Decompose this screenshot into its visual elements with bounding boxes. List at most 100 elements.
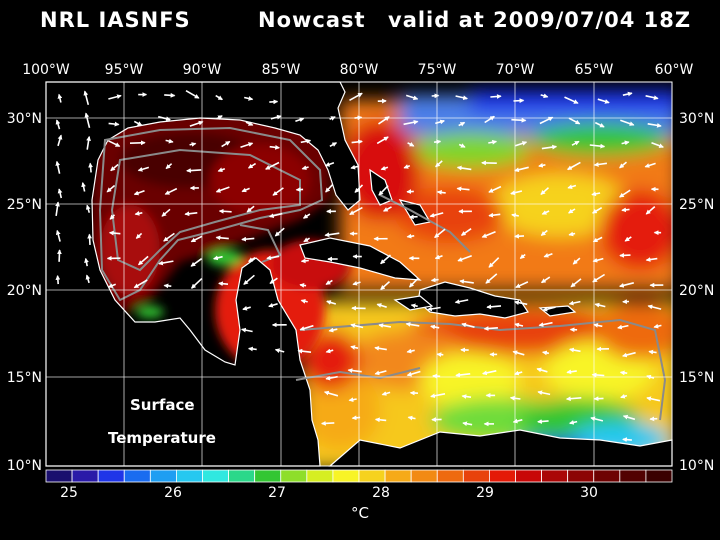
current-arrow xyxy=(647,304,662,310)
colorbar-swatch xyxy=(97,469,125,483)
current-arrow xyxy=(484,115,495,124)
current-arrow xyxy=(57,93,63,103)
current-arrow xyxy=(540,187,550,195)
colorbar-tick-label: 28 xyxy=(372,485,390,501)
current-arrow xyxy=(462,421,473,427)
current-arrow xyxy=(514,322,524,328)
lat-label-right: 15°N xyxy=(679,370,714,386)
current-arrow xyxy=(270,114,282,120)
current-arrow xyxy=(458,121,466,127)
current-arrow xyxy=(241,236,255,242)
current-arrow xyxy=(106,184,116,193)
lat-label-left: 25°N xyxy=(7,197,42,213)
current-arrow xyxy=(297,348,312,354)
current-arrow xyxy=(593,162,608,167)
current-arrow xyxy=(272,187,284,196)
lat-label-left: 10°N xyxy=(7,458,42,474)
colorbar-tick-label: 26 xyxy=(164,485,182,501)
current-arrow xyxy=(55,275,61,285)
current-arrow xyxy=(108,230,121,236)
colorbar-swatch xyxy=(593,469,621,483)
current-arrow xyxy=(57,188,63,199)
colorbar-swatch xyxy=(515,469,542,483)
current-arrow xyxy=(403,119,419,126)
current-arrow xyxy=(406,370,421,377)
current-arrow xyxy=(300,138,312,144)
current-arrow xyxy=(381,391,391,396)
current-arrow xyxy=(488,139,498,145)
current-arrow xyxy=(434,254,443,260)
current-arrow xyxy=(543,252,553,258)
current-arrow xyxy=(458,143,466,148)
current-arrow xyxy=(591,191,601,197)
colorbar-swatch xyxy=(71,469,99,483)
lon-label: 65°W xyxy=(575,62,614,78)
current-arrow xyxy=(133,189,145,196)
current-arrow xyxy=(620,393,628,399)
current-arrow xyxy=(644,162,656,168)
lat-label-right: 30°N xyxy=(679,111,714,127)
current-arrow xyxy=(268,302,278,308)
current-arrow xyxy=(429,212,444,218)
current-arrow xyxy=(427,306,441,312)
current-arrow xyxy=(646,396,661,402)
current-arrow xyxy=(617,324,629,330)
colorbar-swatch xyxy=(358,469,386,483)
current-arrow xyxy=(164,187,178,195)
colorbar-swatch xyxy=(123,469,151,483)
current-arrow xyxy=(55,229,61,242)
current-arrow xyxy=(274,348,285,353)
current-arrow xyxy=(351,139,363,145)
current-arrow xyxy=(165,138,174,144)
current-arrow xyxy=(481,231,496,238)
colorbar-swatch xyxy=(619,469,647,483)
current-arrow xyxy=(351,415,361,421)
current-arrow xyxy=(512,350,525,356)
lat-label-right: 10°N xyxy=(679,458,714,474)
current-arrow xyxy=(325,375,338,381)
colorbar-swatch xyxy=(489,469,516,483)
current-arrow xyxy=(376,136,389,145)
current-arrow xyxy=(653,323,662,329)
current-arrow xyxy=(406,348,415,354)
current-arrow xyxy=(514,233,525,239)
current-arrow xyxy=(569,420,578,425)
current-arrow xyxy=(485,273,498,284)
current-arrow xyxy=(622,91,633,97)
current-arrow xyxy=(380,165,389,171)
current-arrow xyxy=(349,92,363,101)
current-arrow xyxy=(350,323,364,329)
current-arrow xyxy=(329,116,336,121)
current-arrow xyxy=(349,206,363,216)
current-arrow xyxy=(86,135,91,150)
current-arrow xyxy=(511,117,527,123)
current-arrow xyxy=(435,160,443,168)
current-arrow xyxy=(570,278,582,288)
colorbar-swatch xyxy=(645,469,673,483)
current-arrow xyxy=(190,235,203,243)
current-arrow xyxy=(592,273,606,283)
colorbar-tick-label: 25 xyxy=(60,485,78,501)
current-arrow xyxy=(537,419,549,424)
product-title: Nowcast xyxy=(258,8,366,32)
current-arrow xyxy=(564,96,579,104)
current-arrow xyxy=(406,233,415,239)
current-arrow xyxy=(568,208,576,214)
current-arrow xyxy=(405,94,419,101)
current-arrow xyxy=(519,253,526,260)
current-arrow xyxy=(81,182,86,192)
current-arrow xyxy=(186,168,202,173)
lat-label-left: 20°N xyxy=(7,283,42,299)
current-arrow xyxy=(568,117,581,125)
current-arrow xyxy=(350,345,359,350)
current-arrow xyxy=(380,281,391,290)
current-arrow xyxy=(246,205,255,213)
current-arrow xyxy=(135,232,143,239)
current-arrow xyxy=(488,212,501,218)
current-arrow xyxy=(488,185,502,193)
current-arrow xyxy=(300,258,309,264)
current-arrow xyxy=(407,142,415,147)
colorbar-swatch xyxy=(567,469,595,483)
current-arrow xyxy=(382,206,392,212)
colorbar-swatch xyxy=(332,469,360,483)
